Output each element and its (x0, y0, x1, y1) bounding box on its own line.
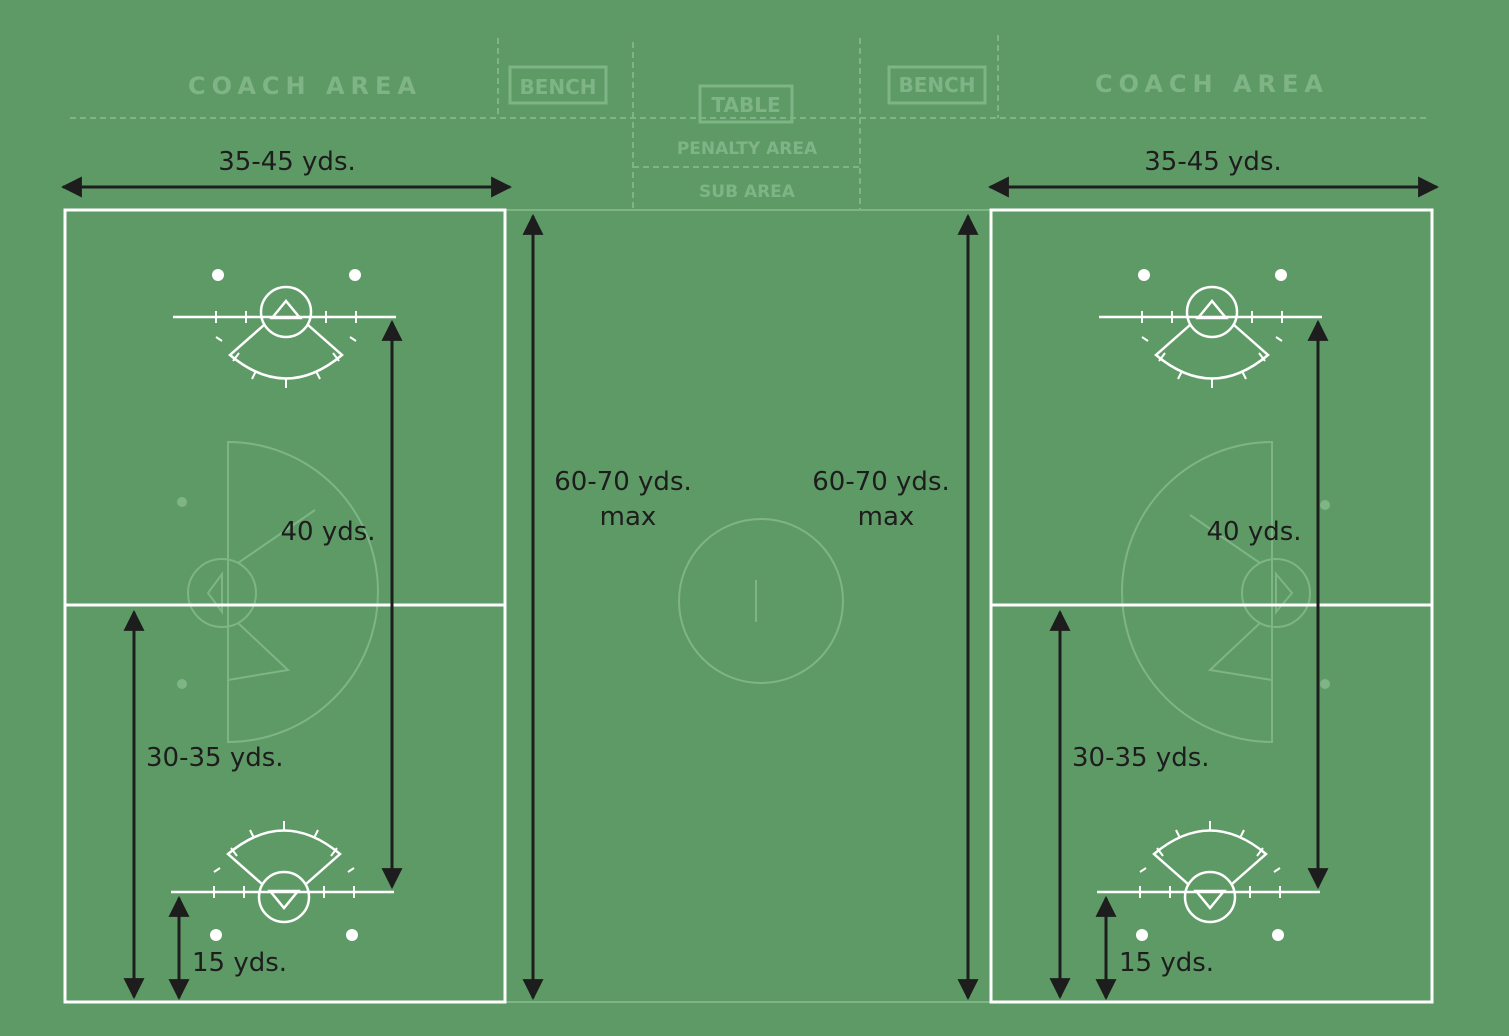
right-end-region-label: 30-35 yds. (1072, 743, 1210, 773)
left-bottom-goal (169, 819, 396, 924)
right-length-label-line2: max (858, 502, 915, 532)
bench-right-box (887, 65, 987, 105)
penalty-area-label: PENALTY AREA (677, 139, 818, 159)
left-length-label-line2: max (600, 502, 657, 532)
left-length-label-line1: 60-70 yds. (554, 467, 692, 497)
left-width-label: 35-45 yds. (218, 147, 356, 177)
right-goal-to-goal-label: 40 yds. (1206, 517, 1301, 547)
right-goal-to-endline-label: 15 yds. (1119, 948, 1214, 978)
left-faint-arc (227, 440, 379, 744)
right-field (989, 208, 1434, 1004)
left-top-goal (171, 285, 398, 390)
table-box (698, 84, 794, 124)
center-circle (678, 518, 844, 684)
left-goal-to-endline-label: 15 yds. (192, 948, 287, 978)
left-goal-to-goal-label: 40 yds. (280, 517, 375, 547)
bench-right-label: BENCH (898, 73, 975, 97)
sideline-area: COACH AREA BENCH TABLE PENALTY AREA SUB … (70, 35, 1430, 210)
right-width-label: 35-45 yds. (1144, 147, 1282, 177)
coach-area-left-label: COACH AREA (188, 72, 422, 100)
dimension-arrows (60, 176, 1440, 1001)
bench-left-label: BENCH (519, 75, 596, 99)
left-field (63, 208, 507, 1004)
full-field-markings (187, 209, 1311, 1003)
left-end-region-label: 30-35 yds. (146, 743, 284, 773)
right-bottom-goal (1095, 819, 1322, 924)
table-label: TABLE (711, 93, 780, 117)
bench-left-box (508, 65, 608, 105)
dimension-labels: 35-45 yds. 35-45 yds. 60-70 yds. max 60-… (146, 147, 1302, 978)
right-top-goal (1097, 285, 1324, 390)
sub-area-label: SUB AREA (699, 182, 796, 202)
right-length-label-line1: 60-70 yds. (812, 467, 950, 497)
right-faint-arc (1121, 440, 1273, 744)
coach-area-right-label: COACH AREA (1095, 70, 1329, 98)
